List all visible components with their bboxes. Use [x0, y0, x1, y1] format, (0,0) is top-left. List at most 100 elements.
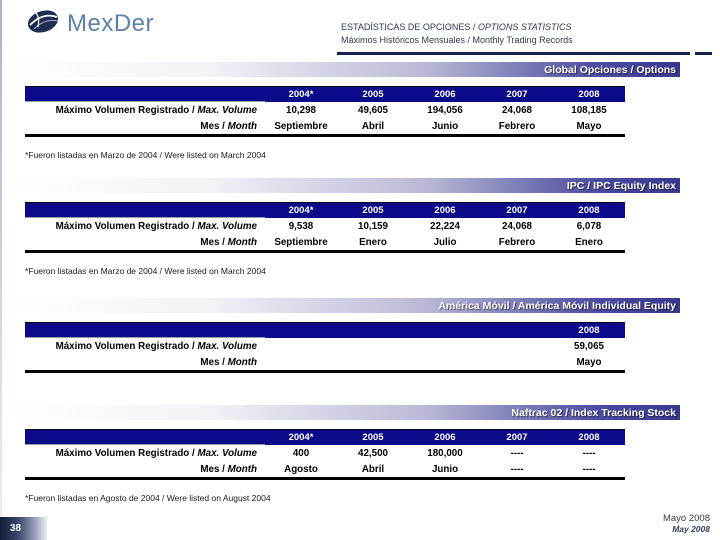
month-cell: Febrero [498, 120, 536, 132]
naftrac-table: 2004* 2005 2006 2007 2008 Máximo Volumen… [25, 429, 625, 480]
month-cell: Junio [431, 120, 459, 132]
year-header: 2008 [578, 205, 600, 216]
page-number-box: 38 [0, 517, 47, 540]
header-label-spacer [25, 87, 265, 102]
footnote: *Fueron listadas en Agosto de 2004 / Wer… [25, 493, 271, 503]
footnote: *Fueron listadas en Marzo de 2004 / Were… [25, 266, 266, 276]
volume-cell: 6,078 [576, 220, 602, 232]
section-title: IPC / IPC Equity Index [566, 179, 676, 192]
month-cell: Agosto [284, 463, 318, 475]
date-spanish: Mayo 2008 [662, 513, 710, 524]
year-header: 2004* [288, 89, 314, 100]
slide-left-edge-strip [0, 0, 2, 540]
header-line1: ESTADÍSTICAS DE OPCIONES / OPTIONS STATI… [341, 22, 572, 32]
section-title-bar: Naftrac 02 / Index Tracking Stock [10, 405, 680, 420]
section-title-bar: América Móvil / América Móvil Individual… [10, 298, 680, 313]
volume-cell: 49,605 [358, 104, 388, 116]
month-row: Mes / Month Septiembre Abril Junio Febre… [25, 118, 625, 134]
row-label: Máximo Volumen Registrado / Max. Volume [55, 340, 257, 352]
table-header-row: 2004* 2005 2006 2007 2008 [25, 86, 625, 102]
year-header: 2006 [434, 89, 456, 100]
volume-cell: 42,500 [358, 447, 388, 459]
year-header: 2007 [506, 432, 528, 443]
month-cell: ---- [582, 463, 596, 475]
header-label-spacer [25, 203, 265, 218]
page-number: 38 [10, 523, 22, 534]
row-label: Mes / Month [200, 463, 257, 475]
volume-cell: 180,000 [427, 447, 463, 459]
mexder-logo: MexDer [26, 8, 154, 40]
month-cell: Julio [433, 236, 457, 248]
year-header: 2007 [506, 205, 528, 216]
month-cell: Abril [361, 463, 385, 475]
max-volume-row: Máximo Volumen Registrado / Max. Volume … [25, 445, 625, 461]
globe-icon [26, 8, 62, 40]
slide-date: Mayo 2008 May 2008 [663, 513, 710, 535]
year-header: 2004* [288, 432, 314, 443]
global-options-table: 2004* 2005 2006 2007 2008 Máximo Volumen… [25, 86, 625, 137]
volume-cell: 10,298 [286, 104, 316, 116]
section-ipc: IPC / IPC Equity Index 2004* 2005 2006 2… [10, 178, 680, 276]
table-header-row: 2004* 2005 2006 2007 2008 [25, 202, 625, 218]
section-title: América Móvil / América Móvil Individual… [438, 299, 676, 312]
section-naftrac: Naftrac 02 / Index Tracking Stock 2004* … [10, 405, 680, 503]
year-header: 2008 [578, 432, 600, 443]
row-label: Mes / Month [200, 120, 257, 132]
ipc-table: 2004* 2005 2006 2007 2008 Máximo Volumen… [25, 202, 625, 253]
america-movil-table: 2008 Máximo Volumen Registrado / Max. Vo… [25, 322, 625, 373]
year-header: 2008 [578, 89, 600, 100]
footnote: *Fueron listadas en Marzo de 2004 / Were… [25, 150, 266, 160]
row-label: Máximo Volumen Registrado / Max. Volume [55, 220, 257, 232]
header-rule [337, 52, 690, 55]
header-label-spacer [25, 430, 265, 445]
row-label: Mes / Month [200, 236, 257, 248]
section-title-bar: Global Opciones / Options [10, 62, 680, 77]
month-row: Mes / Month Septiembre Enero Julio Febre… [25, 234, 625, 250]
section-global-options: Global Opciones / Options 2004* 2005 200… [10, 62, 680, 160]
section-title: Global Opciones / Options [544, 63, 676, 76]
volume-cell: 59,065 [574, 340, 604, 352]
row-label: Mes / Month [200, 356, 257, 368]
month-row: Mes / Month Mayo [25, 354, 625, 370]
month-cell: Septiembre [274, 236, 328, 248]
header-rule-dash [695, 52, 712, 55]
volume-cell: 9,538 [288, 220, 314, 232]
year-header: 2008 [578, 325, 600, 336]
volume-cell: ---- [582, 447, 596, 459]
year-header: 2006 [434, 205, 456, 216]
max-volume-row: Máximo Volumen Registrado / Max. Volume … [25, 338, 625, 354]
header-line2: Máximos Históricos Mensuales / Monthly T… [341, 34, 573, 45]
volume-cell: 108,185 [571, 104, 607, 116]
section-america-movil: América Móvil / América Móvil Individual… [10, 298, 680, 373]
logo-wordmark: MexDer [67, 10, 155, 37]
table-header-row: 2004* 2005 2006 2007 2008 [25, 429, 625, 445]
section-title-bar: IPC / IPC Equity Index [10, 178, 680, 193]
year-header: 2005 [362, 432, 384, 443]
volume-cell: 24,068 [502, 104, 532, 116]
month-cell: Septiembre [274, 120, 328, 132]
volume-cell: 194,056 [427, 104, 463, 116]
section-title: Naftrac 02 / Index Tracking Stock [511, 406, 676, 419]
row-label: Máximo Volumen Registrado / Max. Volume [55, 447, 257, 459]
month-cell: Enero [359, 236, 387, 248]
date-english: May 2008 [672, 524, 710, 534]
month-cell: Mayo [576, 356, 602, 368]
volume-cell: 24,068 [502, 220, 532, 232]
volume-cell: 10,159 [358, 220, 388, 232]
slide-header: ESTADÍSTICAS DE OPCIONES / OPTIONS STATI… [341, 21, 573, 46]
month-cell: Abril [361, 120, 385, 132]
month-cell: Mayo [576, 120, 602, 132]
max-volume-row: Máximo Volumen Registrado / Max. Volume … [25, 218, 625, 234]
max-volume-row: Máximo Volumen Registrado / Max. Volume … [25, 102, 625, 118]
month-cell: Enero [575, 236, 603, 248]
year-header: 2007 [506, 89, 528, 100]
year-header: 2004* [288, 205, 314, 216]
row-label: Máximo Volumen Registrado / Max. Volume [55, 104, 257, 116]
table-header-row: 2008 [25, 322, 625, 338]
year-header: 2006 [434, 432, 456, 443]
month-row: Mes / Month Agosto Abril Junio ---- ---- [25, 461, 625, 477]
month-cell: ---- [510, 463, 524, 475]
month-cell: Febrero [498, 236, 536, 248]
volume-cell: 22,224 [430, 220, 460, 232]
header-label-spacer [25, 323, 265, 338]
